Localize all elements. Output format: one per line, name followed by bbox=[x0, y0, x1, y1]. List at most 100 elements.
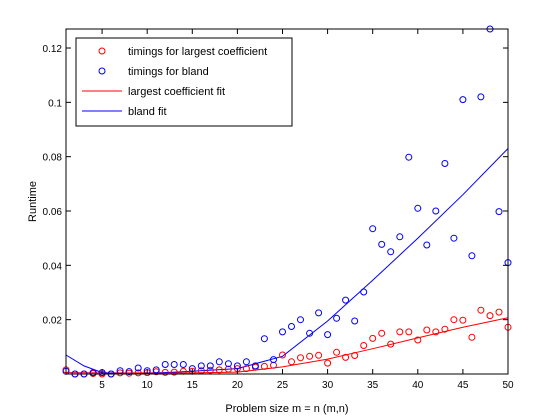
legend-label: bland fit bbox=[128, 106, 167, 118]
x-tick-label: 10 bbox=[142, 380, 154, 391]
scatter-point-s1-43 bbox=[450, 234, 458, 242]
scatter-point-s1-27 bbox=[306, 329, 314, 337]
x-tick-label: 35 bbox=[367, 380, 379, 391]
scatter-point-s0-22 bbox=[260, 362, 268, 370]
scatter-point-s1-13 bbox=[179, 361, 187, 368]
legend-marker-circle bbox=[98, 67, 106, 75]
scatter-point-s0-18 bbox=[224, 365, 232, 373]
scatter-point-s1-35 bbox=[378, 240, 386, 248]
scatter-point-s0-40 bbox=[423, 326, 431, 334]
scatter-point-s1-48 bbox=[495, 208, 503, 216]
scatter-point-s1-8 bbox=[134, 364, 142, 372]
scatter-point-s1-3 bbox=[89, 369, 97, 377]
x-tick-label: 20 bbox=[232, 380, 244, 391]
scatter-point-s1-42 bbox=[441, 160, 449, 167]
y-tick-label: 0.12 bbox=[43, 44, 63, 55]
scatter-point-s1-20 bbox=[242, 358, 250, 366]
scatter-point-s1-34 bbox=[369, 225, 377, 233]
scatter-point-s0-30 bbox=[333, 348, 341, 356]
scatter-point-s1-41 bbox=[432, 207, 440, 215]
scatter-point-s1-45 bbox=[468, 252, 476, 260]
scatter-point-s0-11 bbox=[161, 368, 169, 376]
scatter-point-s0-35 bbox=[378, 329, 386, 337]
scatter-point-s1-38 bbox=[405, 153, 413, 161]
scatter-point-s0-8 bbox=[134, 369, 142, 377]
scatter-point-s0-20 bbox=[242, 365, 250, 373]
scatter-point-s1-7 bbox=[125, 368, 133, 376]
y-tick-label: 0.1 bbox=[48, 98, 62, 109]
scatter-point-s1-33 bbox=[360, 288, 368, 296]
scatter-point-s0-26 bbox=[297, 354, 304, 362]
scatter-point-s1-46 bbox=[477, 93, 485, 101]
x-tick-label: 5 bbox=[99, 380, 105, 391]
scatter-point-s1-10 bbox=[152, 366, 160, 374]
scatter-point-s0-38 bbox=[405, 328, 413, 336]
scatter-point-s1-37 bbox=[396, 233, 404, 241]
scatter-point-s0-47 bbox=[486, 312, 494, 320]
scatter-point-s1-16 bbox=[206, 362, 214, 370]
x-tick-label: 30 bbox=[322, 380, 334, 391]
x-tick-label: 15 bbox=[187, 380, 199, 391]
scatter-point-s0-46 bbox=[477, 306, 485, 314]
scatter-point-s1-26 bbox=[297, 316, 304, 324]
scatter-point-s0-33 bbox=[360, 342, 368, 349]
legend-label: largest coefficient fit bbox=[128, 86, 225, 98]
scatter-point-s0-45 bbox=[468, 333, 476, 341]
scatter-point-s1-24 bbox=[279, 328, 286, 336]
x-tick-label: 25 bbox=[277, 380, 289, 391]
scatter-point-s1-39 bbox=[414, 204, 422, 212]
scatter-point-s0-28 bbox=[315, 351, 323, 359]
x-axis: 5 10 15 20 25 30 35 40 45 50 bbox=[99, 29, 514, 391]
scatter-point-s0-10 bbox=[152, 368, 160, 376]
scatter-point-s0-6 bbox=[116, 369, 124, 377]
scatter-point-s0-36 bbox=[387, 340, 395, 348]
scatter-point-s1-21 bbox=[251, 362, 259, 370]
scatter-point-s0-29 bbox=[324, 359, 332, 367]
scatter-point-s1-15 bbox=[197, 362, 205, 370]
y-axis: 0.02 0.04 0.06 0.08 0.1 0.12 bbox=[43, 44, 508, 327]
legend-label: timings for largest coefficient bbox=[128, 46, 267, 58]
y-tick-label: 0.06 bbox=[43, 207, 63, 218]
scatter-point-s0-44 bbox=[459, 316, 467, 324]
y-tick-label: 0.04 bbox=[43, 261, 63, 272]
scatter-point-s1-18 bbox=[224, 360, 232, 368]
scatter-point-s1-31 bbox=[342, 296, 350, 304]
scatter-point-s1-23 bbox=[270, 356, 277, 364]
scatter-point-s1-28 bbox=[315, 309, 323, 317]
scatter-point-s0-16 bbox=[206, 366, 214, 374]
scatter-point-s0-25 bbox=[288, 358, 295, 366]
legend-marker-circle bbox=[98, 47, 106, 55]
scatter-point-s1-19 bbox=[233, 362, 241, 370]
scatter-point-s0-32 bbox=[351, 352, 359, 359]
scatter-point-s0-42 bbox=[441, 325, 449, 333]
x-tick-label: 50 bbox=[502, 380, 514, 391]
scatter-point-s1-44 bbox=[459, 96, 467, 104]
scatter-point-s0-41 bbox=[432, 328, 440, 336]
scatter-point-s0-43 bbox=[450, 316, 458, 324]
scatter-point-s1-17 bbox=[215, 358, 223, 366]
y-tick-label: 0.08 bbox=[43, 153, 63, 164]
scatter-point-s0-24 bbox=[279, 351, 286, 359]
x-tick-label: 40 bbox=[412, 380, 424, 391]
x-tick-label: 45 bbox=[457, 380, 469, 391]
scatter-point-s0-27 bbox=[306, 352, 314, 360]
scatter-point-s1-12 bbox=[170, 361, 178, 368]
scatter-point-s1-40 bbox=[423, 241, 431, 249]
scatter-point-s1-32 bbox=[351, 317, 359, 325]
x-axis-label: Problem size m = n (m,n) bbox=[225, 403, 348, 415]
scatter-point-s0-17 bbox=[215, 366, 223, 374]
scatter-point-s0-39 bbox=[414, 336, 422, 344]
scatter-point-s0-48 bbox=[495, 308, 503, 316]
scatter-point-s1-25 bbox=[288, 323, 295, 330]
scatter-point-s0-37 bbox=[396, 328, 404, 336]
scatter-point-s1-29 bbox=[324, 331, 332, 339]
scatter-point-s0-12 bbox=[170, 368, 178, 376]
scatter-point-s0-34 bbox=[369, 334, 377, 342]
scatter-point-s0-31 bbox=[342, 353, 350, 361]
y-tick-label: 0.02 bbox=[43, 316, 63, 327]
scatter-point-s1-30 bbox=[333, 314, 341, 322]
axes-frame bbox=[65, 28, 509, 375]
legend: timings for largest coefficient timings f… bbox=[75, 37, 293, 127]
y-axis-label: Runtime bbox=[27, 181, 39, 222]
